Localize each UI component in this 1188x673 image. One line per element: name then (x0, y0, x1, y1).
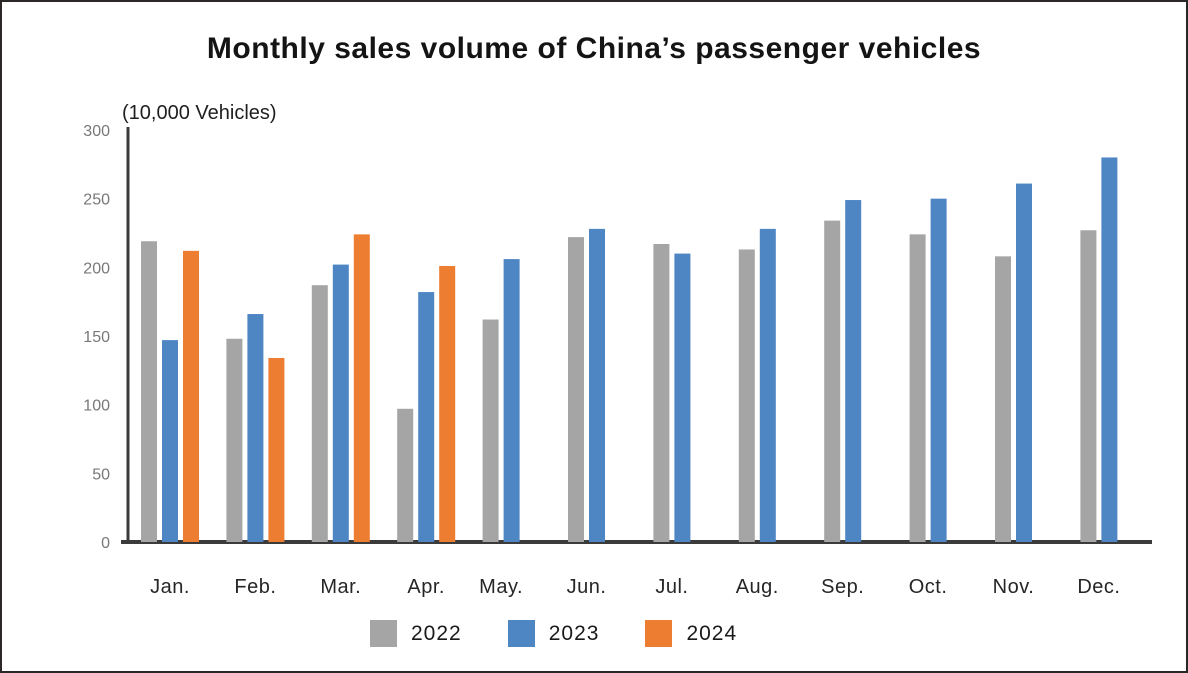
bar-2024-feb (268, 357, 285, 542)
legend-item-2023: 2023 (507, 620, 600, 647)
bar-2022-apr (397, 408, 414, 542)
legend-swatch-2024 (645, 620, 673, 647)
legend-item-2024: 2024 (645, 620, 737, 647)
bar-2022-sep (824, 220, 841, 542)
x-tick-label-mar: Mar. (320, 576, 361, 598)
bar-2023-sep (845, 200, 862, 543)
legend-label-2022: 2022 (411, 621, 462, 645)
y-tick-label-50: 50 (92, 466, 110, 483)
y-tick-label-0: 0 (101, 535, 110, 552)
x-tick-label-may: May. (479, 576, 523, 598)
bar-2023-dec (1101, 157, 1118, 542)
legend-swatch-2023 (507, 620, 535, 647)
bar-2022-jun (568, 237, 584, 542)
bar-2024-jan (183, 250, 199, 542)
bar-2022-nov (995, 256, 1011, 542)
y-axis-unit-label: (10,000 Vehicles) (122, 102, 277, 124)
legend-item-2022: 2022 (370, 620, 462, 647)
bar-2022-may (482, 319, 499, 542)
x-tick-label-feb: Feb. (234, 576, 276, 598)
bar-2022-feb (226, 338, 243, 542)
bar-2023-feb (247, 314, 264, 542)
x-tick-label-jul: Jul. (655, 576, 688, 598)
x-tick-label-aug: Aug. (736, 576, 779, 598)
x-tick-label-sep: Sep. (821, 576, 864, 598)
bar-2023-jun (589, 228, 605, 542)
bar-2022-jan (141, 241, 157, 543)
legend-label-2024: 2024 (686, 621, 738, 645)
legend: 2022 2023 2024 (370, 620, 737, 647)
bar-2023-nov (1016, 183, 1032, 542)
bar-2023-mar (332, 264, 349, 542)
bar-2023-oct (930, 198, 947, 542)
bar-2023-may (503, 259, 520, 542)
chart-title: Monthly sales volume of China’s passenge… (206, 32, 982, 65)
bar-2022-dec (1080, 230, 1097, 542)
y-tick-label-250: 250 (83, 192, 110, 209)
bar-2022-aug (738, 249, 755, 543)
bar-2024-apr (439, 265, 456, 542)
x-tick-label-nov: Nov. (993, 576, 1035, 598)
y-tick-label-300: 300 (83, 123, 110, 140)
bar-2024-mar (353, 234, 370, 542)
bar-2023-jul (674, 253, 691, 542)
bar-2022-jul (653, 243, 670, 542)
x-tick-label-apr: Apr. (407, 576, 445, 598)
bar-2022-mar (311, 285, 328, 542)
x-tick-label-jun: Jun. (567, 576, 607, 598)
y-tick-label-150: 150 (83, 329, 110, 346)
bar-2022-oct (909, 234, 926, 542)
x-tick-label-dec: Dec. (1077, 576, 1120, 598)
bar-2023-aug (759, 228, 776, 542)
bar-2023-apr (418, 292, 435, 542)
y-tick-label-200: 200 (83, 260, 110, 277)
legend-label-2023: 2023 (548, 621, 600, 645)
legend-swatch-2022 (370, 620, 397, 647)
y-tick-label-100: 100 (83, 398, 110, 415)
x-tick-label-oct: Oct. (909, 576, 948, 598)
bar-2023-jan (162, 340, 178, 542)
x-tick-label-jan: Jan. (150, 576, 190, 598)
